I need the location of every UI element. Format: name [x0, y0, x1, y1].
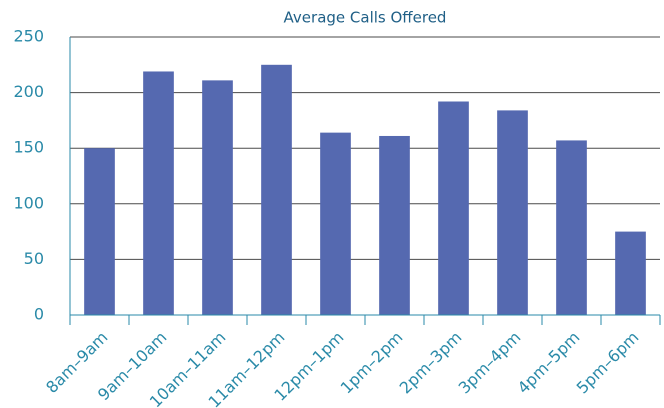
bar [438, 101, 469, 315]
chart-title: Average Calls Offered [284, 9, 447, 27]
x-tick-label: 4pm–5pm [514, 328, 584, 398]
bar [143, 71, 174, 315]
bar [556, 140, 587, 315]
y-tick-label: 250 [13, 27, 44, 46]
y-tick-label: 100 [13, 193, 44, 212]
bar [615, 231, 646, 315]
y-tick-label: 200 [13, 82, 44, 101]
y-tick-label: 50 [24, 249, 44, 268]
y-tick-label: 150 [13, 138, 44, 157]
bar [261, 64, 292, 315]
bar [379, 135, 410, 315]
bar [84, 148, 115, 315]
x-tick-label: 1pm–2pm [337, 328, 407, 398]
bar [497, 110, 528, 315]
bar [320, 132, 351, 315]
x-tick-label: 2pm–3pm [396, 328, 466, 398]
y-tick-label: 0 [34, 305, 44, 324]
x-tick-label: 5pm–6pm [573, 328, 643, 398]
bar [202, 80, 233, 315]
x-tick-label: 3pm–4pm [455, 328, 525, 398]
